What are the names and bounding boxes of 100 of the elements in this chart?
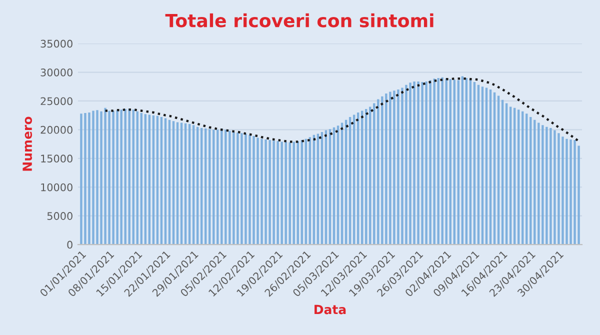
bar [176,122,179,245]
bar [152,115,155,245]
bar [401,88,404,245]
bar [477,84,480,245]
bar [542,125,544,245]
bar [497,96,500,245]
bar [120,110,122,245]
bar [188,124,191,245]
bar [184,123,187,245]
bar [276,141,279,245]
bar [558,133,560,245]
bar [80,114,82,245]
bar [228,130,231,245]
bar [268,140,271,245]
bar [132,110,134,245]
bar [240,133,243,245]
bar [124,109,126,245]
bar [369,106,372,245]
bar [489,89,492,245]
bar [570,139,572,245]
bar [180,122,183,245]
bar [393,90,396,245]
bar [304,138,308,245]
bar [409,82,412,245]
bar [104,108,106,245]
bar [284,142,287,245]
bar [417,81,420,245]
bar [481,86,484,245]
bar [513,108,516,245]
bar [505,103,508,245]
bar [288,142,291,245]
bar [445,78,448,245]
bar [136,111,138,245]
chart-title: Totale ricoveri con sintomi [165,13,434,28]
y-tick-label: 35000 [40,40,72,48]
bar [461,76,464,245]
bar [377,99,380,245]
bar [212,130,215,245]
bar [522,111,524,245]
bar [108,110,110,245]
bar [530,117,532,245]
bar [405,84,408,245]
bar [252,136,255,245]
bar [292,142,295,245]
bar [248,134,251,245]
bar [574,140,576,245]
bar [140,113,143,245]
bar [381,96,384,245]
bar [328,129,332,245]
bar [216,130,219,245]
bar [264,139,267,245]
bar [562,136,564,245]
bar [550,128,552,245]
bar [208,129,211,245]
y-tick-label: 25000 [40,97,72,106]
bar [260,138,263,245]
bar [256,138,259,245]
bar [112,110,114,245]
bar [566,138,568,245]
bar [348,117,352,245]
bar [421,82,424,245]
bar [172,121,175,245]
bar [385,94,388,245]
bar [236,132,239,245]
bar [224,130,227,245]
bar [316,134,320,245]
bar [164,118,167,245]
bar [509,106,512,245]
bar [554,130,556,245]
bar [156,116,159,245]
y-tick-label: 5000 [47,212,72,220]
bar [332,127,336,245]
bar [457,80,460,245]
bar [220,128,223,245]
y-axis-title: Numero [22,116,32,171]
bar [453,80,456,245]
bar [196,126,199,245]
bar [116,110,118,245]
bar [517,110,520,245]
bar [433,78,436,245]
bar [336,126,340,245]
bar [148,114,151,245]
bar [413,81,416,245]
bar [352,114,356,245]
bar [546,126,548,245]
bar [88,112,90,245]
bar [485,88,488,245]
y-tick-label: 15000 [41,154,72,163]
bar [397,89,400,245]
bar [84,113,86,245]
bar [538,122,540,245]
bar [465,78,468,245]
bar [501,100,504,245]
x-axis-title: Data [314,304,346,314]
bar [192,125,195,245]
bar [92,110,94,245]
bar [365,109,368,245]
line-series [104,77,580,143]
bar [200,128,203,245]
bar [168,120,171,245]
